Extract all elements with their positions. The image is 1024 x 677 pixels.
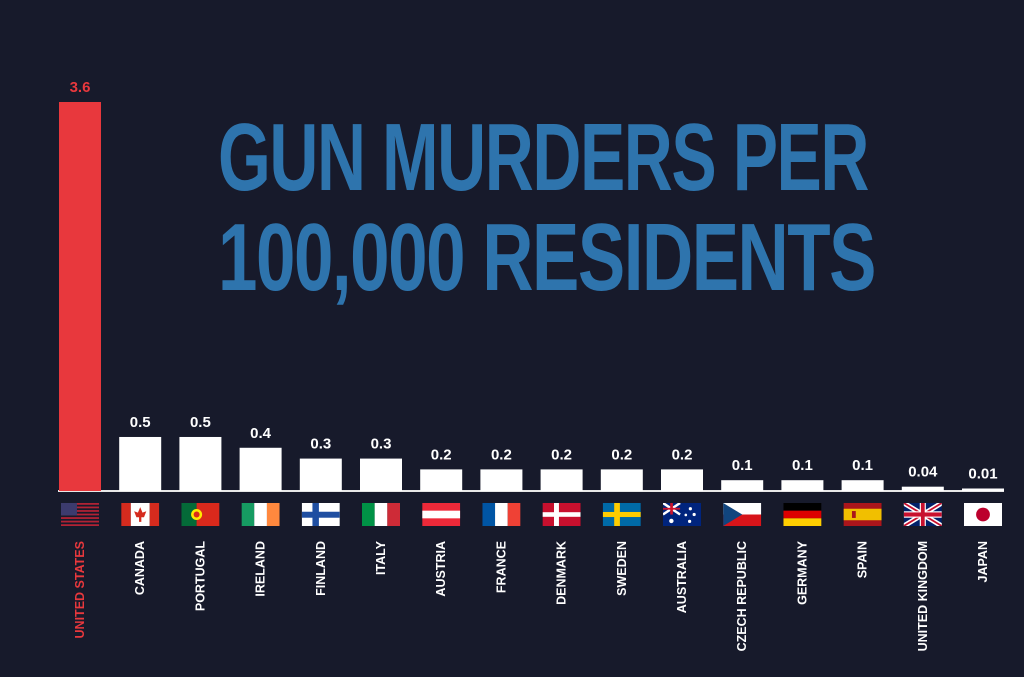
- category-label: AUSTRALIA: [675, 541, 689, 613]
- value-label: 0.04: [908, 464, 938, 481]
- bar-france: [480, 469, 523, 491]
- germany-flag-icon: [783, 503, 822, 526]
- australia-flag-icon: [663, 503, 701, 526]
- bar-canada: [119, 436, 162, 491]
- category-label: SWEDEN: [615, 541, 629, 596]
- bars: [59, 102, 1004, 491]
- united-kingdom-flag-icon: [903, 503, 942, 526]
- category-label: SPAIN: [856, 541, 870, 578]
- italy-flag-icon: [362, 503, 400, 526]
- category-label: ITALY: [374, 540, 388, 575]
- category-label: AUSTRIA: [434, 541, 448, 597]
- category-label: JAPAN: [976, 541, 990, 582]
- value-labels: 3.6 0.5 0.5 0.4 0.3 0.3 0.2 0.2 0.2 0.2 0.2 0.1 0.1 0…: [70, 79, 998, 483]
- value-label: 0.1: [792, 457, 813, 474]
- category-label: UNITED STATES: [73, 541, 87, 638]
- value-label: 0.2: [491, 446, 512, 463]
- bar-australia: [661, 469, 703, 491]
- bar-ireland: [239, 447, 282, 491]
- france-flag-icon: [482, 503, 521, 526]
- austria-flag-icon: [422, 503, 461, 526]
- category-label: IRELAND: [254, 541, 268, 597]
- flags: [61, 503, 1002, 526]
- category-label: CZECH REPUBLIC: [735, 541, 749, 651]
- value-label: 0.5: [130, 414, 151, 431]
- bar-sweden: [600, 469, 643, 491]
- bar-japan: [962, 488, 1004, 491]
- bar-united-kingdom: [901, 486, 944, 491]
- chart-title-line-1: GUN MURDERS PER: [218, 104, 868, 211]
- canada-flag-icon: [121, 503, 160, 526]
- bar-us: [59, 102, 101, 491]
- bar-czech-republic: [721, 480, 764, 491]
- category-labels: UNITED STATES CANADA PORTUGAL IRELAND FINLAN…: [73, 540, 990, 651]
- ireland-flag-icon: [241, 503, 280, 526]
- category-label: FRANCE: [494, 541, 508, 593]
- category-label: FINLAND: [314, 541, 328, 596]
- chart-title-line-2: 100,000 RESIDENTS: [218, 204, 875, 311]
- bar-germany: [781, 480, 824, 491]
- us-flag-icon: [61, 503, 99, 526]
- denmark-flag-icon: [542, 503, 581, 526]
- bar-spain: [841, 480, 884, 491]
- value-label: 3.6: [70, 79, 91, 96]
- value-label: 0.3: [310, 436, 331, 453]
- value-label: 0.4: [250, 425, 272, 442]
- value-label: 0.2: [431, 446, 452, 463]
- value-label: 0.2: [672, 446, 693, 463]
- bar-denmark: [540, 469, 583, 491]
- bar-portugal: [179, 436, 222, 491]
- category-label: GERMANY: [795, 540, 809, 605]
- category-label: UNITED KINGDOM: [916, 541, 930, 651]
- value-label: 0.1: [852, 457, 873, 474]
- category-label: DENMARK: [555, 541, 569, 605]
- portugal-flag-icon: [181, 503, 220, 526]
- value-label: 0.2: [551, 446, 572, 463]
- czech-republic-flag-icon: [723, 503, 762, 526]
- value-label: 0.2: [611, 446, 632, 463]
- spain-flag-icon: [843, 503, 882, 526]
- bar-austria: [420, 469, 463, 491]
- bar-finland: [299, 458, 342, 491]
- value-label: 0.01: [968, 466, 997, 483]
- sweden-flag-icon: [602, 503, 641, 526]
- value-label: 0.5: [190, 414, 211, 431]
- value-label: 0.3: [371, 436, 392, 453]
- japan-flag-icon: [964, 503, 1002, 526]
- finland-flag-icon: [301, 503, 340, 526]
- value-label: 0.1: [732, 457, 753, 474]
- category-label: CANADA: [133, 541, 147, 595]
- category-label: PORTUGAL: [193, 541, 207, 612]
- bar-italy: [360, 458, 402, 491]
